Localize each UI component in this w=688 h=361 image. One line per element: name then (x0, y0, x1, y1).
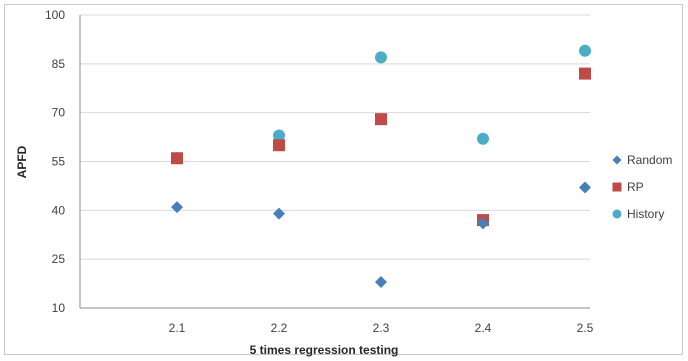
point-random (477, 217, 489, 230)
y-tick-label: 70 (52, 106, 66, 120)
legend: Random RP History (612, 153, 672, 221)
point-history (273, 129, 285, 142)
legend-label: RP (627, 180, 644, 194)
x-tick-label: 2.4 (475, 321, 492, 335)
x-tick-label: 2.3 (373, 321, 390, 335)
legend-label: Random (627, 153, 672, 167)
y-tick-label: 10 (52, 301, 66, 315)
axes (79, 15, 590, 309)
point-history (579, 44, 591, 57)
chart-frame (4, 4, 683, 355)
point-random (171, 201, 183, 214)
gridlines (80, 14, 590, 309)
point-rp (273, 139, 285, 152)
point-history (375, 51, 387, 64)
legend-marker (612, 209, 622, 219)
point-rp (171, 152, 183, 165)
legend-item-history: History (612, 207, 664, 221)
point-random (375, 275, 387, 288)
legend-marker (612, 155, 622, 165)
legend-item-rp: RP (612, 180, 644, 194)
x-tick-label: 2.1 (169, 321, 186, 335)
point-random (579, 181, 591, 194)
y-tick-label: 85 (52, 57, 66, 71)
y-axis-title: APFD (15, 145, 29, 178)
point-history (477, 132, 489, 145)
point-rp (579, 67, 591, 80)
y-tick-label: 25 (52, 252, 66, 266)
x-axis-title: 5 times regression testing (250, 343, 399, 357)
x-tick-label: 2.5 (577, 321, 594, 335)
legend-marker (612, 182, 622, 192)
point-rp (375, 113, 387, 126)
data-points (171, 44, 591, 288)
y-tick-labels: 10 25 40 55 70 85 100 (45, 8, 65, 315)
y-tick-label: 100 (45, 8, 65, 22)
point-random (273, 207, 285, 220)
x-tick-label: 2.2 (271, 321, 288, 335)
legend-label: History (627, 207, 664, 221)
y-tick-label: 55 (52, 155, 66, 169)
x-tick-labels: 2.1 2.2 2.3 2.4 2.5 (169, 321, 594, 335)
y-tick-label: 40 (52, 203, 66, 217)
legend-item-random: Random (612, 153, 672, 167)
